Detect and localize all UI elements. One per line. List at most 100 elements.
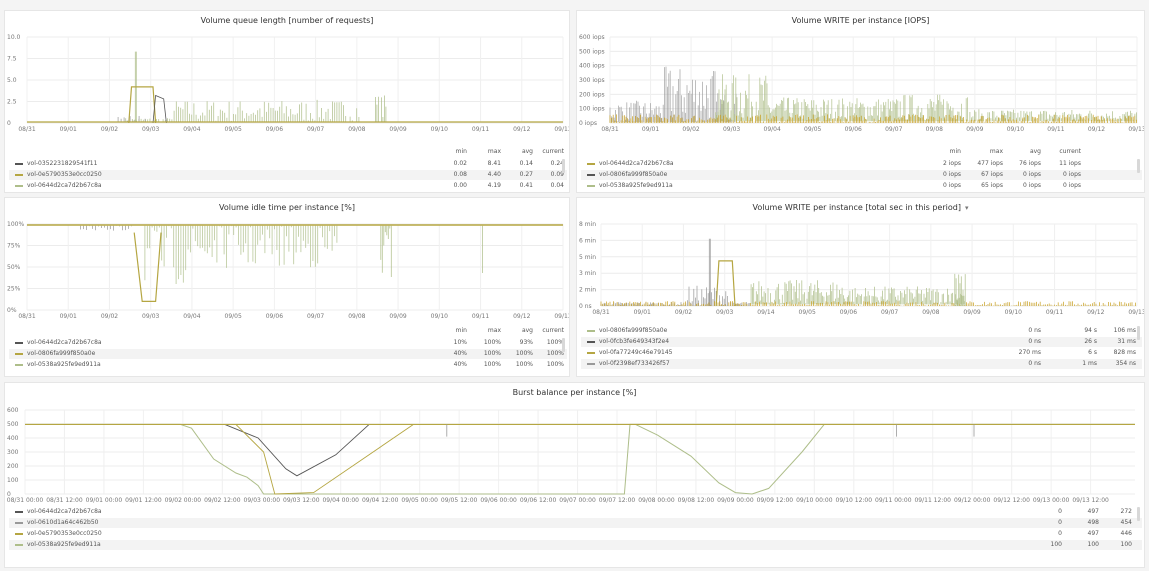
legend-row[interactable]: vol-0806fa999f850a0e 0 iops 67 iops 0 iops 0…	[581, 170, 1142, 180]
x-tick-label: 08/31	[592, 309, 609, 316]
series-swatch	[587, 185, 595, 187]
legend-row[interactable]: vol-0538a925fe9ed911a 40% 100% 100% 100%	[9, 360, 567, 370]
x-tick-label: 09/04 00:00	[322, 497, 359, 504]
series-name: vol-0352231829541f11	[27, 160, 98, 167]
legend-column-current[interactable]: current	[1059, 148, 1081, 155]
x-tick-label: 09/09	[963, 309, 980, 316]
legend-value: 100	[1050, 541, 1062, 548]
series-swatch	[15, 353, 23, 355]
series-swatch	[587, 352, 595, 354]
x-tick-label: 09/05	[799, 309, 816, 316]
y-tick-label: 3 min	[579, 270, 596, 277]
legend-header: min max avg current	[9, 327, 567, 337]
x-tick-label: 09/13	[1128, 126, 1145, 133]
x-tick-label: 09/09	[966, 126, 983, 133]
idle-time-graph[interactable]: 100% 75% 50% 25% 0%08/31 09/01 09/02 09/03 09/04…	[5, 198, 570, 377]
x-tick-label: 09/07	[307, 126, 324, 133]
series-name: vol-0538a925fe9ed911a	[27, 361, 101, 368]
legend-scrollbar[interactable]	[562, 338, 565, 352]
series-name: vol-0644d2ca7d2b67c8a	[27, 508, 102, 515]
legend-row[interactable]: vol-0610d1a64c462b50 0 498 454495	[9, 518, 1142, 528]
x-tick-label: 09/03	[142, 313, 159, 320]
legend-row[interactable]: vol-0fa77249c46e79145 270 ms 6 s 828 ms	[581, 348, 1142, 358]
legend-row[interactable]: vol-0538a925fe9ed911a 0 iops 65 iops 0 iops…	[581, 181, 1142, 191]
panel-idle-time: Volume idle time per instance [%] 100% 75…	[4, 197, 570, 377]
y-tick-label: 2.5	[7, 99, 17, 106]
x-tick-label: 09/06 00:00	[480, 497, 517, 504]
legend-value: 0	[1058, 519, 1062, 526]
legend-value: 65 iops	[981, 182, 1003, 189]
legend-row[interactable]: vol-0644d2ca7d2b67c8a 2 iops 477 iops 76 io…	[581, 159, 1142, 169]
legend-row[interactable]: vol-0e5790353e0cc0250 0 497 446495	[9, 529, 1142, 539]
legend-scrollbar[interactable]	[1137, 326, 1140, 340]
x-tick-label: 09/13	[554, 126, 570, 133]
legend-column-min[interactable]: min	[949, 148, 961, 155]
y-tick-label: 400 iops	[579, 63, 605, 70]
series-name: vol-0e5790353e0cc0250	[27, 530, 102, 537]
y-tick-label: 500 iops	[579, 48, 605, 55]
x-tick-label: 09/08	[922, 309, 939, 316]
series-path	[80, 225, 132, 231]
legend-row[interactable]: vol-0e5790353e0cc0250 0.08 4.40 0.27 0.09	[9, 170, 567, 180]
x-tick-label: 09/08	[926, 126, 943, 133]
series-line	[715, 260, 736, 307]
series-swatch	[15, 511, 23, 513]
panel-title[interactable]: Volume WRITE per instance [total sec in …	[752, 203, 961, 212]
x-tick-label: 09/13	[554, 313, 570, 320]
x-tick-label: 09/04	[764, 126, 781, 133]
x-tick-label: 09/13	[1128, 309, 1145, 316]
legend-row[interactable]: vol-0806fa999f850a0e 40% 100% 100% 100%	[9, 349, 567, 359]
series-name: vol-0fa77249c46e79145	[599, 349, 673, 356]
legend-value: 2 iops	[943, 160, 961, 167]
queue-length-graph[interactable]: 10.0 7.5 5.0 2.5 0 08/31 09/01 09/02 09/03 09/04 0…	[5, 11, 570, 193]
panel-title[interactable]: Burst balance per instance [%]	[512, 388, 637, 397]
panel-queue-length: Volume queue length [number of requests]…	[4, 10, 570, 193]
legend-row[interactable]: vol-0644d2ca7d2b67c8a 10% 100% 93% 100%	[9, 338, 567, 348]
legend-column-max[interactable]: max	[989, 148, 1003, 155]
legend-value: 0.41	[519, 182, 533, 189]
x-tick-label: 09/12	[1088, 126, 1105, 133]
legend-value: 0 iops	[1023, 171, 1041, 178]
legend-value: 0 iops	[1023, 182, 1041, 189]
legend-row[interactable]: vol-0806fa999f850a0e 0 ns 94 s 106 ms	[581, 326, 1142, 336]
legend-value: 10%	[453, 339, 467, 346]
legend-row[interactable]: vol-0644d2ca7d2b67c8a 0.00 4.19 0.41 0.04	[9, 181, 567, 191]
legend-table: vol-0644d2ca7d2b67c8a0497272495vol-0610d…	[9, 507, 1142, 567]
legend-scrollbar[interactable]	[1137, 507, 1140, 521]
legend-row[interactable]: vol-0fcb3fe649343f2e4 0 ns 26 s 31 ms	[581, 337, 1142, 347]
legend-value: 4.19	[487, 182, 501, 189]
series-line	[635, 423, 825, 495]
legend-column-current[interactable]: current	[542, 148, 564, 155]
legend-column-avg[interactable]: avg	[521, 148, 533, 155]
legend-column-max[interactable]: max	[487, 148, 501, 155]
legend-value: 828 ms	[1113, 349, 1136, 356]
x-tick-label: 09/02	[101, 313, 118, 320]
panel-title[interactable]: Volume idle time per instance [%]	[218, 203, 355, 212]
panel-title[interactable]: Volume queue length [number of requests]	[200, 16, 374, 25]
legend-row[interactable]: vol-0f2398ef733426f57 0 ns 1 ms 354 ns	[581, 359, 1142, 369]
x-tick-label: 09/08 00:00	[638, 497, 675, 504]
panel-title[interactable]: Volume WRITE per instance [IOPS]	[791, 16, 930, 25]
legend-column-avg[interactable]: avg	[1029, 148, 1041, 155]
legend-row[interactable]: vol-0352231829541f11 0.02 8.41 0.14 0.24	[9, 159, 567, 169]
legend-column-avg[interactable]: avg	[521, 327, 533, 334]
y-tick-label: 600	[7, 407, 19, 414]
legend-row[interactable]: vol-0538a925fe9ed911a100100100100	[9, 540, 1142, 550]
legend-column-current[interactable]: current	[542, 327, 564, 334]
x-tick-label: 09/01	[642, 126, 659, 133]
x-tick-label: 09/01 12:00	[125, 497, 162, 504]
legend-row[interactable]: vol-0644d2ca7d2b67c8a 0 497 272495	[9, 507, 1142, 517]
x-tick-label: 09/05 12:00	[441, 497, 478, 504]
legend-column-max[interactable]: max	[487, 327, 501, 334]
legend-scrollbar[interactable]	[1137, 159, 1140, 173]
chevron-down-icon[interactable]: ▾	[964, 204, 969, 212]
x-tick-label: 08/31	[18, 126, 35, 133]
legend-column-min[interactable]: min	[455, 327, 467, 334]
y-tick-label: 500	[7, 421, 19, 428]
x-tick-label: 09/07	[881, 309, 898, 316]
legend-scrollbar[interactable]	[562, 159, 565, 173]
legend-column-min[interactable]: min	[455, 148, 467, 155]
write-iops-graph[interactable]: 600 iops 500 iops 400 iops 300 iops 200 iops…	[577, 11, 1145, 193]
